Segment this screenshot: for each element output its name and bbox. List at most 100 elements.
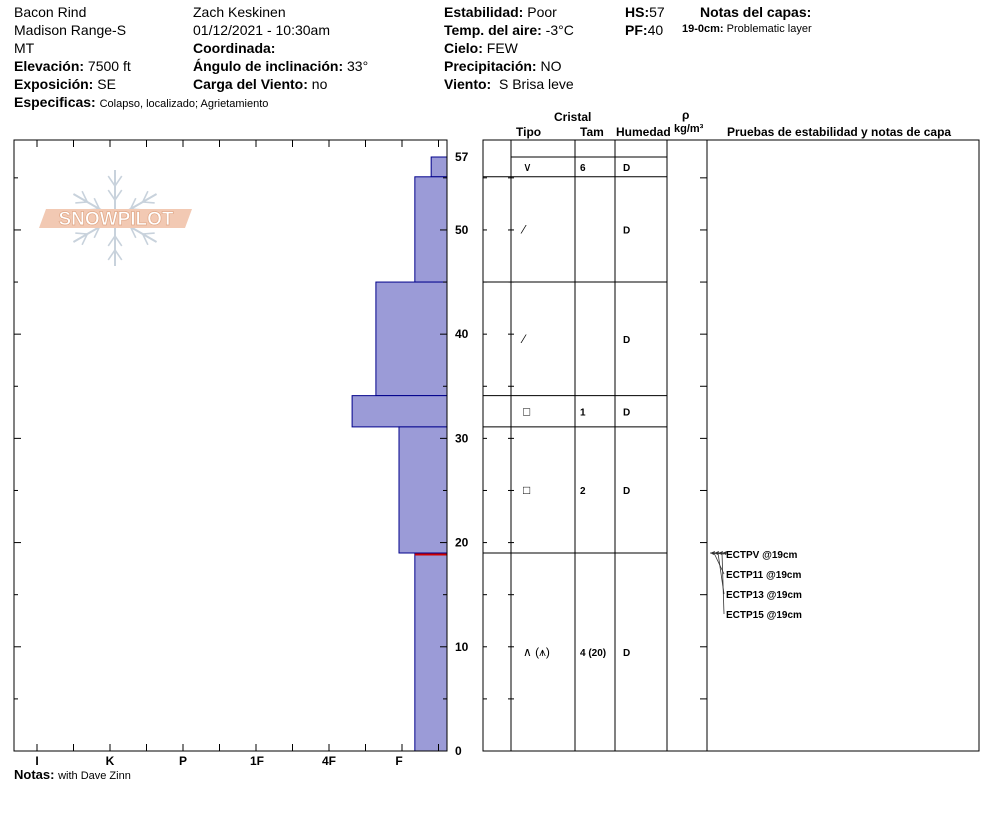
stability-label: Estabilidad: bbox=[444, 4, 524, 20]
precip-value: NO bbox=[540, 58, 562, 74]
depth-tick-label: 0 bbox=[455, 744, 462, 758]
layer-note-text: Problematic layer bbox=[726, 23, 812, 35]
aspect-field: Exposición: SE bbox=[14, 76, 116, 92]
sky-value: FEW bbox=[486, 40, 518, 56]
elevation-value: 7500 ft bbox=[87, 58, 131, 74]
precip-field: Precipitación: NO bbox=[444, 58, 561, 74]
snowflake-branch bbox=[129, 226, 137, 239]
snowflake-branch bbox=[93, 197, 101, 210]
snowflake-branch bbox=[107, 189, 116, 201]
hardness-bars bbox=[351, 156, 448, 752]
snowflake-branch bbox=[107, 249, 116, 261]
snowflake-branch bbox=[129, 197, 137, 210]
snowflake-branch bbox=[114, 249, 123, 261]
grain-type: ⁄ bbox=[520, 332, 527, 346]
hardness-bar bbox=[430, 156, 448, 178]
snowflake-branch bbox=[142, 201, 155, 204]
pf-value: 40 bbox=[647, 22, 664, 38]
moisture-value: D bbox=[623, 163, 630, 174]
layer-notes-label: Notas del capas: bbox=[700, 4, 812, 20]
snowflake-branch bbox=[107, 235, 116, 247]
layer-note-range: 19-0cm: bbox=[682, 23, 724, 35]
slope-field: Ángulo de inclinación: 33° bbox=[193, 58, 368, 74]
depth-tick-label: 40 bbox=[455, 327, 469, 341]
hardness-tick-label: F bbox=[395, 754, 402, 768]
test-pointer-arrow bbox=[722, 551, 727, 555]
elevation-field: Elevación: 7500 ft bbox=[14, 58, 131, 74]
layer-table: ∨ 6 D ⁄ D ⁄ D □ 1 D □ 2 D ∧ (⩚) 4 (20) D bbox=[482, 139, 980, 752]
snowflake-branch bbox=[141, 233, 149, 246]
coordinate-label: Coordinada: bbox=[193, 40, 276, 56]
specifics-value: Colapso, localizado; Agrietamiento bbox=[99, 98, 269, 110]
density-unit: kg/m³ bbox=[674, 123, 704, 135]
depth-tick-label: 50 bbox=[455, 223, 469, 237]
stability-test-label: ECTP11 @19cm bbox=[726, 570, 801, 581]
precip-label: Precipitación: bbox=[444, 58, 537, 74]
hardness-tick-label: K bbox=[106, 754, 115, 768]
notes-field: Notas: with Dave Zinn bbox=[14, 767, 131, 782]
pf-label: PF: bbox=[625, 22, 648, 38]
snowflake-branch bbox=[114, 175, 123, 187]
grain-size: 4 (20) bbox=[580, 648, 606, 659]
hardness-tick-label: 1F bbox=[250, 754, 264, 768]
tests-header: Pruebas de estabilidad y notas de capa bbox=[727, 125, 952, 139]
moisture-value: D bbox=[623, 335, 630, 346]
air-temp-field: Temp. del aire: -3°C bbox=[444, 22, 574, 38]
wind-load-label: Carga del Viento: bbox=[193, 76, 308, 92]
location-name: Bacon Rind bbox=[14, 4, 87, 20]
snowflake-branch bbox=[114, 235, 123, 247]
hardness-bar bbox=[398, 426, 448, 554]
test-pointer-arrow bbox=[710, 551, 715, 555]
air-temp-value: -3°C bbox=[545, 22, 574, 38]
hardness-tick-label: 4F bbox=[322, 754, 336, 768]
snowflake-branch bbox=[81, 190, 89, 203]
test-pointer-line bbox=[721, 552, 725, 615]
snowflake-branch bbox=[114, 189, 123, 201]
stability-test-label: ECTPV @19cm bbox=[726, 550, 798, 561]
moisture-value: D bbox=[623, 648, 630, 659]
stability-tests: ECTPV @19cm ECTP11 @19cm ECTP13 @19cm ECTP1… bbox=[709, 550, 802, 621]
grain-size: 1 bbox=[580, 407, 586, 418]
snowflake-branch bbox=[141, 190, 149, 203]
grain-type: ∨ bbox=[523, 160, 532, 174]
aspect-value: SE bbox=[97, 76, 116, 92]
hardness-bar bbox=[375, 281, 448, 397]
grain-size: 2 bbox=[580, 486, 586, 497]
observation-datetime: 01/12/2021 - 10:30am bbox=[193, 22, 330, 38]
depth-tick-label: 20 bbox=[455, 536, 469, 550]
wind-value: S Brisa leve bbox=[498, 76, 574, 92]
hs-label: HS: bbox=[625, 4, 650, 20]
layer-note: 19-0cm: Problematic layer bbox=[682, 23, 812, 35]
depth-tick-label: 30 bbox=[455, 431, 469, 445]
snowflake-branch bbox=[107, 175, 116, 187]
snowflake-branch bbox=[75, 232, 88, 235]
snowflake-branch bbox=[81, 233, 89, 246]
pf-field: PF:40 bbox=[625, 22, 663, 38]
moisture-value: D bbox=[623, 407, 630, 418]
table-border bbox=[482, 139, 980, 752]
hardness-bar bbox=[414, 552, 448, 752]
size-header: Tam bbox=[580, 125, 604, 139]
specifics-label: Especificas: bbox=[14, 94, 96, 110]
hardness-bar bbox=[414, 176, 448, 283]
hs-value: 57 bbox=[649, 4, 665, 20]
moisture-value: D bbox=[623, 486, 630, 497]
wind-load-field: Carga del Viento: no bbox=[193, 76, 327, 92]
grain-type: ⁄ bbox=[520, 222, 527, 236]
moisture-value: D bbox=[623, 225, 630, 236]
crystal-header: Cristal bbox=[554, 110, 592, 124]
wind-load-value: no bbox=[311, 76, 328, 92]
axis-ticks: 0 10 20 30 40 50 57 I K P 1F 4F F bbox=[14, 140, 707, 768]
grain-size: 6 bbox=[580, 163, 586, 174]
snowflake-branch bbox=[75, 201, 88, 204]
profile-frame bbox=[13, 139, 448, 752]
snowflake-branch bbox=[142, 232, 155, 235]
grain-type: □ bbox=[523, 483, 530, 497]
hardness-bar bbox=[351, 395, 448, 428]
snowpilot-logo: SNOWPILOT bbox=[39, 170, 192, 266]
density-symbol: ρ bbox=[682, 108, 690, 122]
depth-tick-label: 10 bbox=[455, 640, 469, 654]
slope-value: 33° bbox=[347, 58, 369, 74]
air-temp-label: Temp. del aire: bbox=[444, 22, 542, 38]
specifics-field: Especificas: Colapso, localizado; Agriet… bbox=[14, 94, 268, 110]
